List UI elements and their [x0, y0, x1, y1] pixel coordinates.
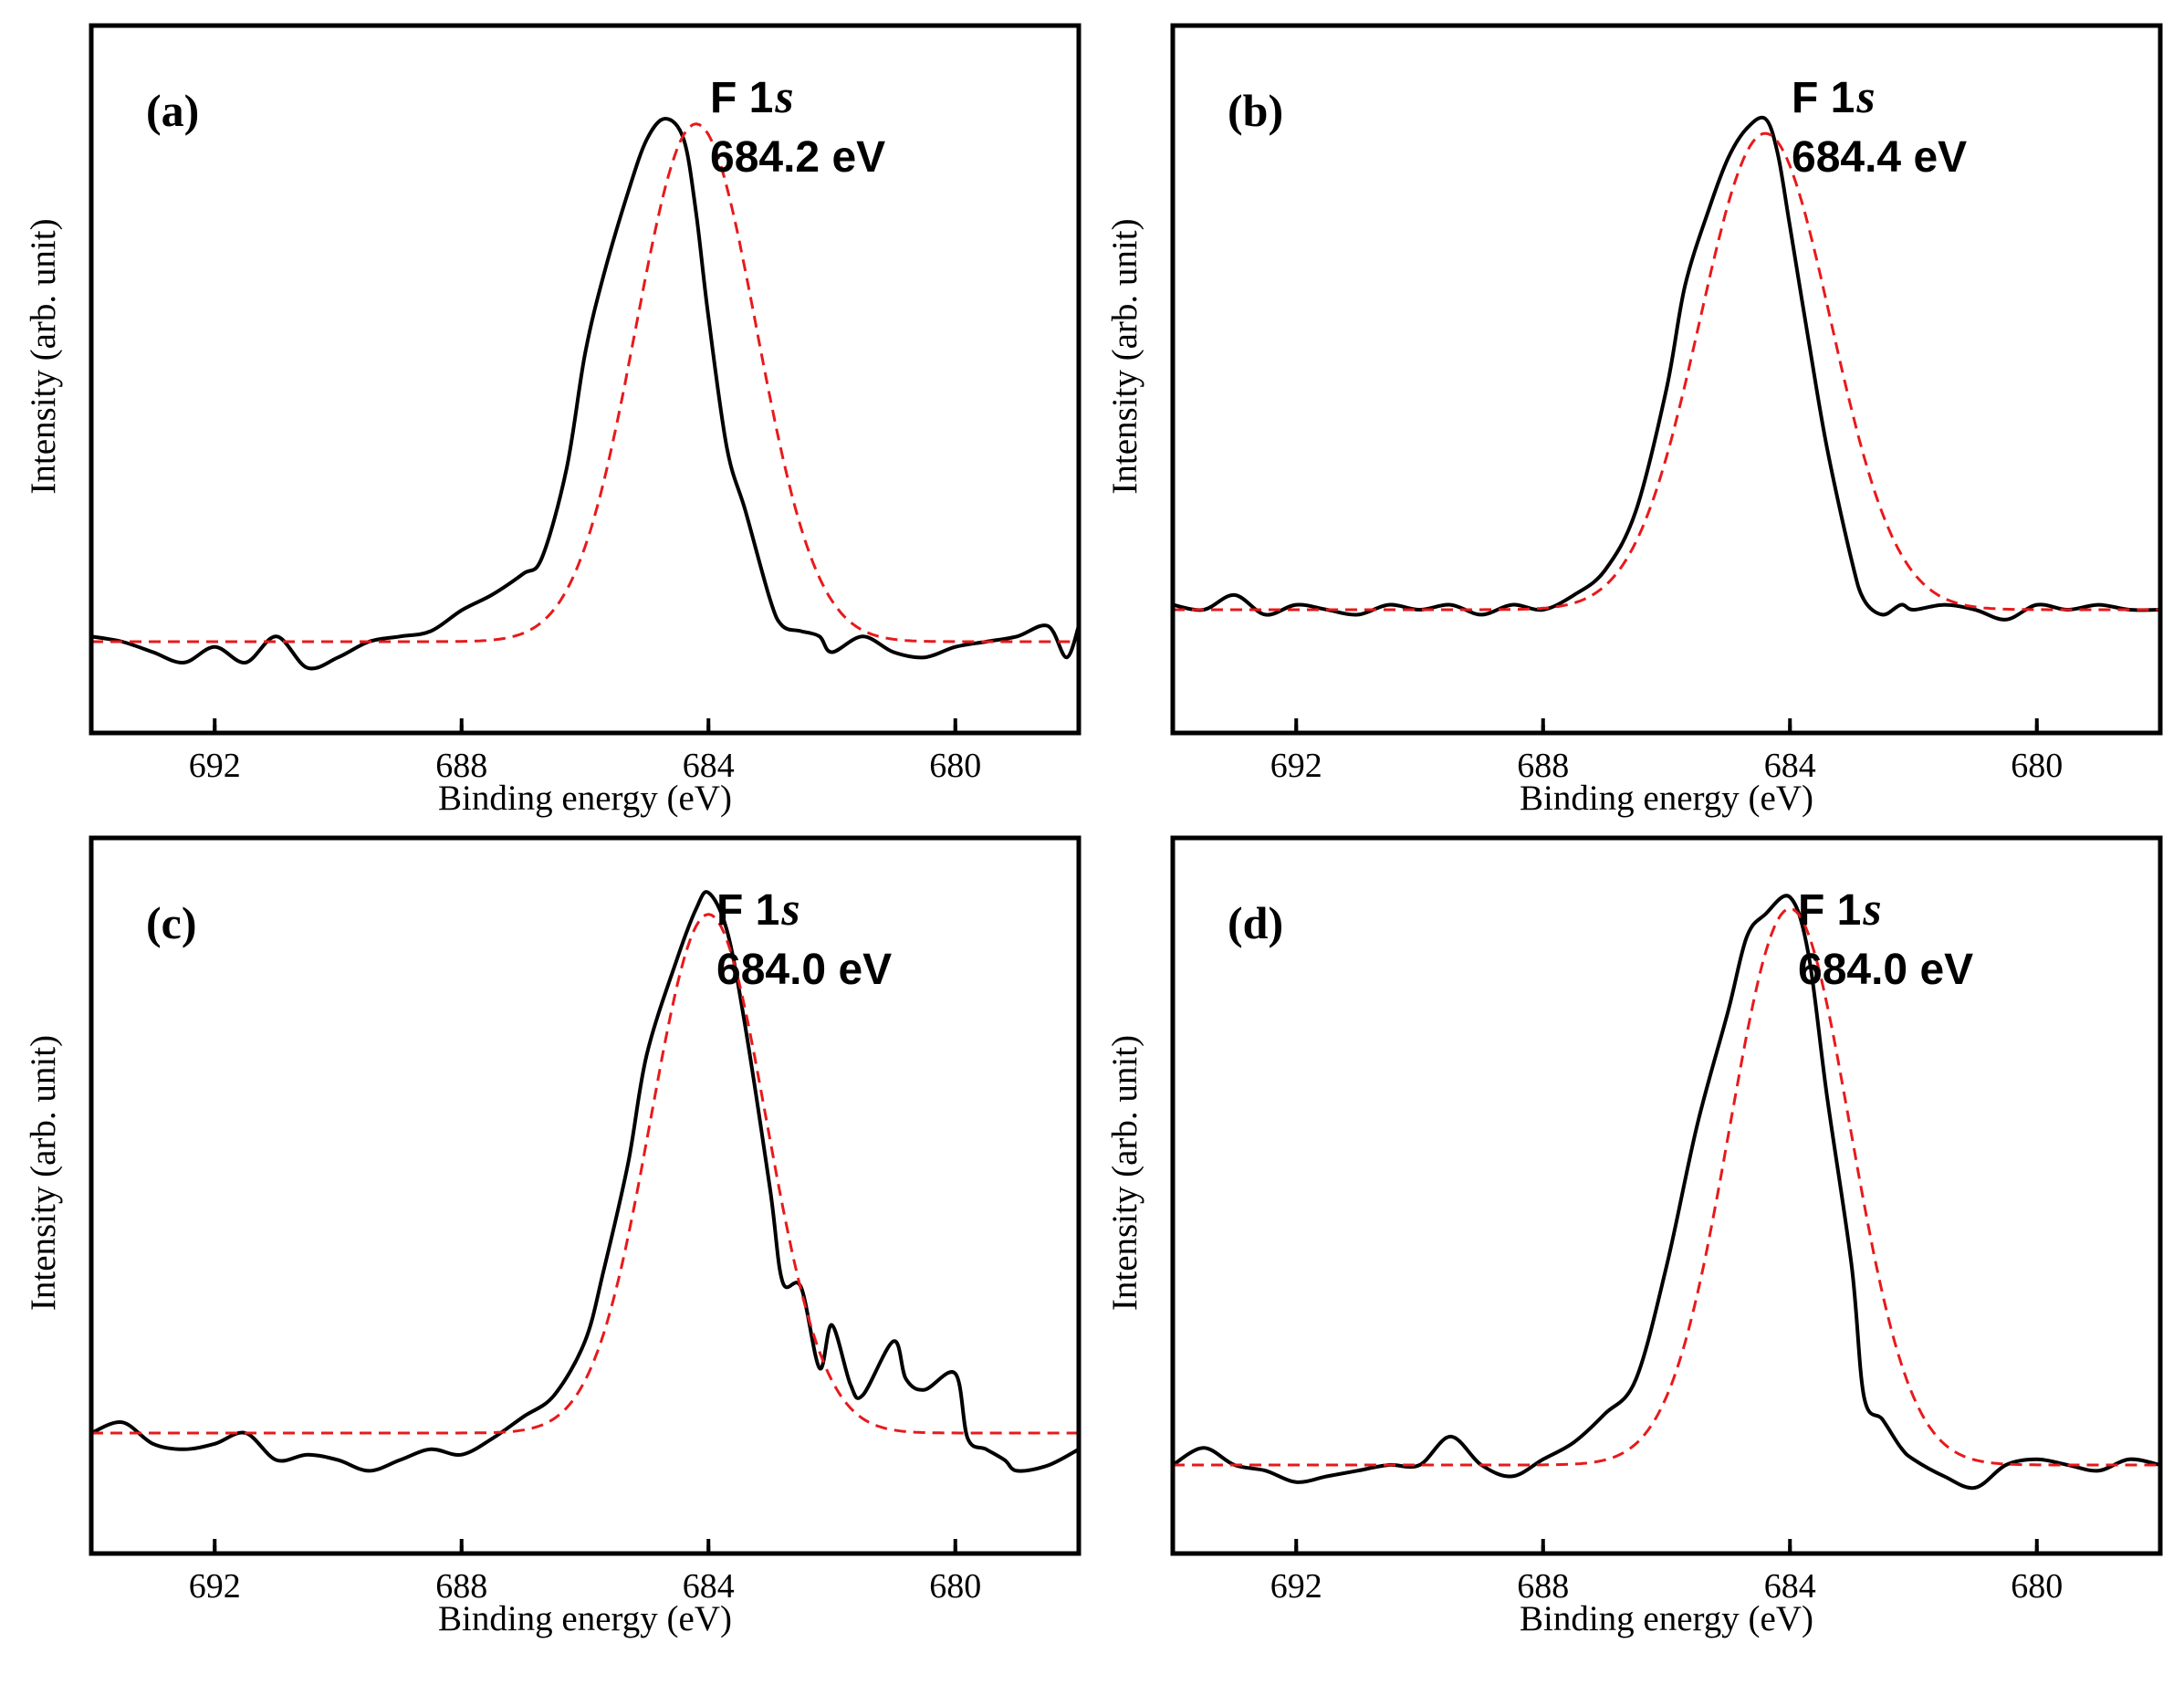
peak-annotation-orbital: s: [774, 71, 793, 123]
plot-frame: [89, 835, 1082, 1556]
gaussian-fit-curve: [1173, 906, 2160, 1467]
experimental-curve: [91, 117, 1079, 671]
x-tick-label: 684: [683, 747, 735, 785]
y-axis-label: Intensity (arb. unit): [1105, 1035, 1144, 1311]
peak-annotation-element: F 1: [716, 886, 779, 935]
x-tick-label: 684: [1764, 747, 1816, 785]
y-axis-label: Intensity (arb. unit): [24, 1035, 63, 1311]
x-tick-label: 688: [1517, 1567, 1569, 1606]
plot-frame: [1170, 835, 2163, 1556]
x-tick-label: 692: [189, 747, 241, 785]
panel-label: (b): [1228, 85, 1283, 136]
peak-annotation-orbital: s: [1862, 884, 1881, 936]
peak-annotation-element: F 1: [710, 74, 773, 122]
experimental-curve: [1173, 894, 2160, 1491]
x-tick-label: 684: [683, 1567, 735, 1606]
x-axis-label: Binding energy (eV): [1520, 779, 1813, 818]
x-tick-label: 692: [1270, 747, 1322, 785]
x-tick-label: 692: [1270, 1567, 1322, 1606]
panel-d: 692 688 684 680 Binding energy (eV) Intensity…: [1105, 835, 2163, 1638]
x-axis-label: Binding energy (eV): [438, 1599, 732, 1638]
x-tick-label: 680: [2011, 747, 2063, 785]
y-axis-label: Intensity (arb. unit): [1105, 218, 1144, 494]
x-tick-label: 680: [2011, 1567, 2063, 1606]
x-tick-label: 688: [435, 1567, 487, 1606]
panel-b: 692 688 684 680 Binding energy (eV) Intensity…: [1105, 23, 2163, 818]
x-tick-label: 692: [189, 1567, 241, 1606]
experimental-curve: [91, 890, 1079, 1473]
panel-label: (a): [146, 85, 199, 136]
gaussian-fit-curve: [91, 913, 1079, 1435]
peak-annotation-orbital: s: [1855, 71, 1875, 123]
x-tick-label: 680: [929, 747, 981, 785]
gaussian-fit-curve: [1173, 131, 2160, 612]
experimental-curve: [1173, 115, 2160, 622]
peak-annotation-element: F 1: [1792, 74, 1855, 122]
peak-annotation-orbital: s: [780, 884, 799, 936]
x-tick-label: 684: [1764, 1567, 1816, 1606]
x-axis-label: Binding energy (eV): [438, 779, 732, 818]
x-tick-label: 688: [435, 747, 487, 785]
peak-annotation-energy: 684.0 eV: [716, 946, 892, 994]
panel-label: (c): [146, 897, 197, 948]
panel-label: (d): [1228, 897, 1283, 948]
gaussian-fit-curve: [91, 122, 1079, 643]
x-tick-label: 688: [1517, 747, 1569, 785]
peak-annotation-energy: 684.0 eV: [1798, 946, 1973, 994]
peak-annotation-element: F 1: [1798, 886, 1861, 935]
x-axis-label: Binding energy (eV): [1520, 1599, 1813, 1638]
panel-a: 692 688 684 680 Binding energy (eV) Intensity…: [24, 23, 1082, 818]
panel-c: 692 688 684 680 Binding energy (eV) Intensity…: [24, 835, 1082, 1638]
peak-annotation-energy: 684.2 eV: [710, 133, 885, 182]
x-tick-label: 680: [929, 1567, 981, 1606]
plot-frame: [1170, 23, 2163, 736]
peak-annotation-energy: 684.4 eV: [1792, 133, 1967, 182]
plot-frame: [89, 23, 1082, 736]
y-axis-label: Intensity (arb. unit): [24, 218, 63, 494]
